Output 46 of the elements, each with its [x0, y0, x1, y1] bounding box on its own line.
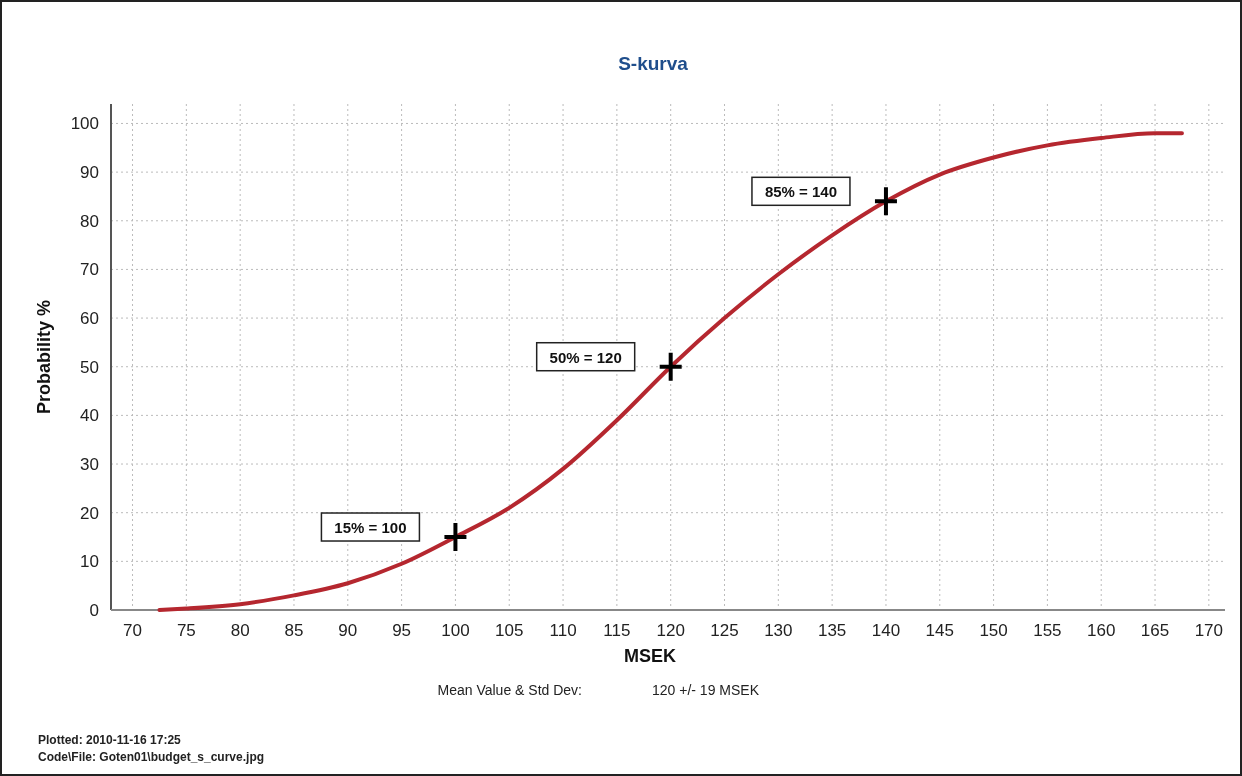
y-tick-label: 10 — [80, 552, 99, 572]
x-tick-label: 130 — [764, 621, 793, 640]
text: Mean Value & Std Dev: — [437, 682, 582, 698]
y-tick-label: 0 — [89, 601, 99, 620]
x-axis-title: MSEK — [623, 646, 677, 666]
y-tick-label: 30 — [80, 455, 99, 475]
y-tick-label: 80 — [80, 211, 99, 231]
line-series — [157, 131, 1184, 612]
x-tick-label: 160 — [1087, 621, 1116, 640]
y-tick-label: 70 — [80, 260, 99, 280]
x-tick-label: 155 — [1033, 621, 1062, 640]
x-tick-label: 145 — [925, 621, 954, 640]
x-tick-label: 70 — [123, 621, 142, 640]
x-tick-label: 90 — [338, 621, 358, 640]
y-axis-title: Probability % — [34, 299, 54, 415]
text: 120 +/- 19 MSEK — [652, 682, 760, 698]
x-tick-label: 115 — [603, 621, 631, 640]
chart-title: S-kurva — [618, 53, 689, 74]
text: Plotted: 2010-11-16 17:25 — [38, 733, 182, 747]
x-tick-label: 100 — [441, 621, 470, 640]
y-tick-label: 50 — [80, 357, 99, 377]
x-tick-label: 85 — [284, 621, 304, 640]
x-tick-label: 105 — [495, 621, 524, 640]
y-tick-label: 60 — [80, 309, 99, 329]
annotation: 85% = 140 — [764, 183, 838, 201]
y-tick-label: 100 — [70, 114, 99, 134]
point — [659, 352, 682, 381]
text: Code\File: Goten01\budget_s_curve.jpg — [38, 750, 265, 764]
x-tick-label: 75 — [176, 621, 196, 640]
point — [444, 523, 467, 552]
point — [874, 187, 897, 216]
y-tick-label: 40 — [80, 406, 99, 426]
x-tick-label: 95 — [392, 621, 412, 640]
x-tick-label: 140 — [871, 621, 901, 640]
x-tick-label: 150 — [979, 621, 1008, 640]
y-tick-label: 90 — [80, 163, 99, 183]
x-tick-label: 165 — [1140, 621, 1170, 640]
x-tick-label: 110 — [549, 621, 577, 640]
x-tick-label: 80 — [230, 621, 250, 640]
x-tick-label: 125 — [710, 621, 739, 640]
annotation: 15% = 100 — [334, 519, 407, 537]
x-tick-label: 135 — [817, 621, 847, 640]
y-tick-label: 20 — [80, 503, 99, 523]
x-tick-label: 120 — [656, 621, 685, 640]
annotation: 50% = 120 — [549, 348, 622, 366]
x-tick-label: 170 — [1194, 621, 1224, 640]
